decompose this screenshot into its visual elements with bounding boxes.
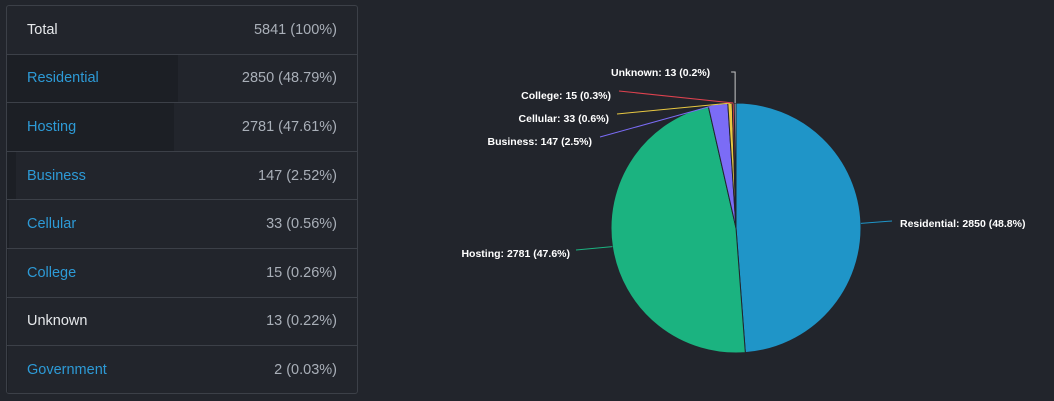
pie-slice-residential[interactable] (735, 102, 862, 354)
row-label-college[interactable]: College (27, 264, 77, 281)
row-value-college: 15 (0.26%) (266, 264, 337, 281)
table-row-unknown: Unknown 13 (0.22%) (7, 297, 357, 347)
total-label: Total (27, 21, 58, 38)
table-row-college[interactable]: College 15 (0.26%) (7, 248, 357, 298)
connection-type-pie-chart: Residential: 2850 (48.8%) Hosting: 2781 (… (380, 0, 1054, 401)
pie-slice-hosting[interactable] (610, 105, 746, 354)
share-bar (7, 54, 178, 103)
slice-label-college: College: 15 (0.3%) (521, 90, 611, 102)
leader-line-residential (860, 220, 893, 224)
leader-line-college (618, 90, 734, 104)
pie-chart-svg: Residential: 2850 (48.8%) Hosting: 2781 (… (461, 67, 1025, 354)
share-bar (7, 103, 174, 151)
row-value-unknown: 13 (0.22%) (266, 313, 337, 330)
share-bar (7, 151, 16, 200)
slice-label-hosting: Hosting: 2781 (47.6%) (461, 248, 570, 260)
leader-line-hosting (575, 246, 613, 251)
slice-label-residential: Residential: 2850 (48.8%) (900, 218, 1025, 230)
leader-line-unknown (731, 71, 736, 104)
leader-line-cellular (616, 102, 731, 115)
table-row-government[interactable]: Government 2 (0.03%) (7, 346, 357, 393)
row-value-hosting: 2781 (47.61%) (241, 118, 337, 135)
share-bar (7, 297, 8, 346)
slice-label-unknown: Unknown: 13 (0.2%) (611, 67, 710, 79)
row-value-cellular: 33 (0.56%) (266, 216, 337, 233)
total-value: 5841 (100%) (253, 21, 337, 38)
row-label-business[interactable]: Business (27, 167, 86, 184)
connection-type-table: Total 5841 (100%) Residential 2850 (48.79%)… (6, 5, 358, 394)
slice-label-business: Business: 147 (2.5%) (488, 136, 592, 148)
row-value-government: 2 (0.03%) (274, 362, 337, 379)
row-value-residential: 2850 (48.79%) (241, 70, 337, 87)
row-label-government[interactable]: Government (27, 362, 107, 379)
total-row: Total 5841 (100%) (7, 6, 357, 55)
row-label-hosting[interactable]: Hosting (27, 118, 77, 135)
row-label-residential[interactable]: Residential (27, 70, 99, 87)
row-label-cellular[interactable]: Cellular (27, 216, 77, 233)
row-value-business: 147 (2.52%) (258, 167, 337, 184)
table-row-hosting[interactable]: Hosting 2781 (47.61%) (7, 103, 357, 152)
share-bar (7, 248, 8, 297)
leader-line-business (599, 103, 719, 138)
table-row-business[interactable]: Business 147 (2.52%) (7, 151, 357, 201)
table-row-cellular[interactable]: Cellular 33 (0.56%) (7, 200, 357, 249)
slice-label-cellular: Cellular: 33 (0.6%) (519, 113, 609, 125)
row-label-unknown: Unknown (27, 313, 88, 330)
table-row-residential[interactable]: Residential 2850 (48.79%) (7, 54, 357, 104)
share-bar (7, 200, 9, 248)
